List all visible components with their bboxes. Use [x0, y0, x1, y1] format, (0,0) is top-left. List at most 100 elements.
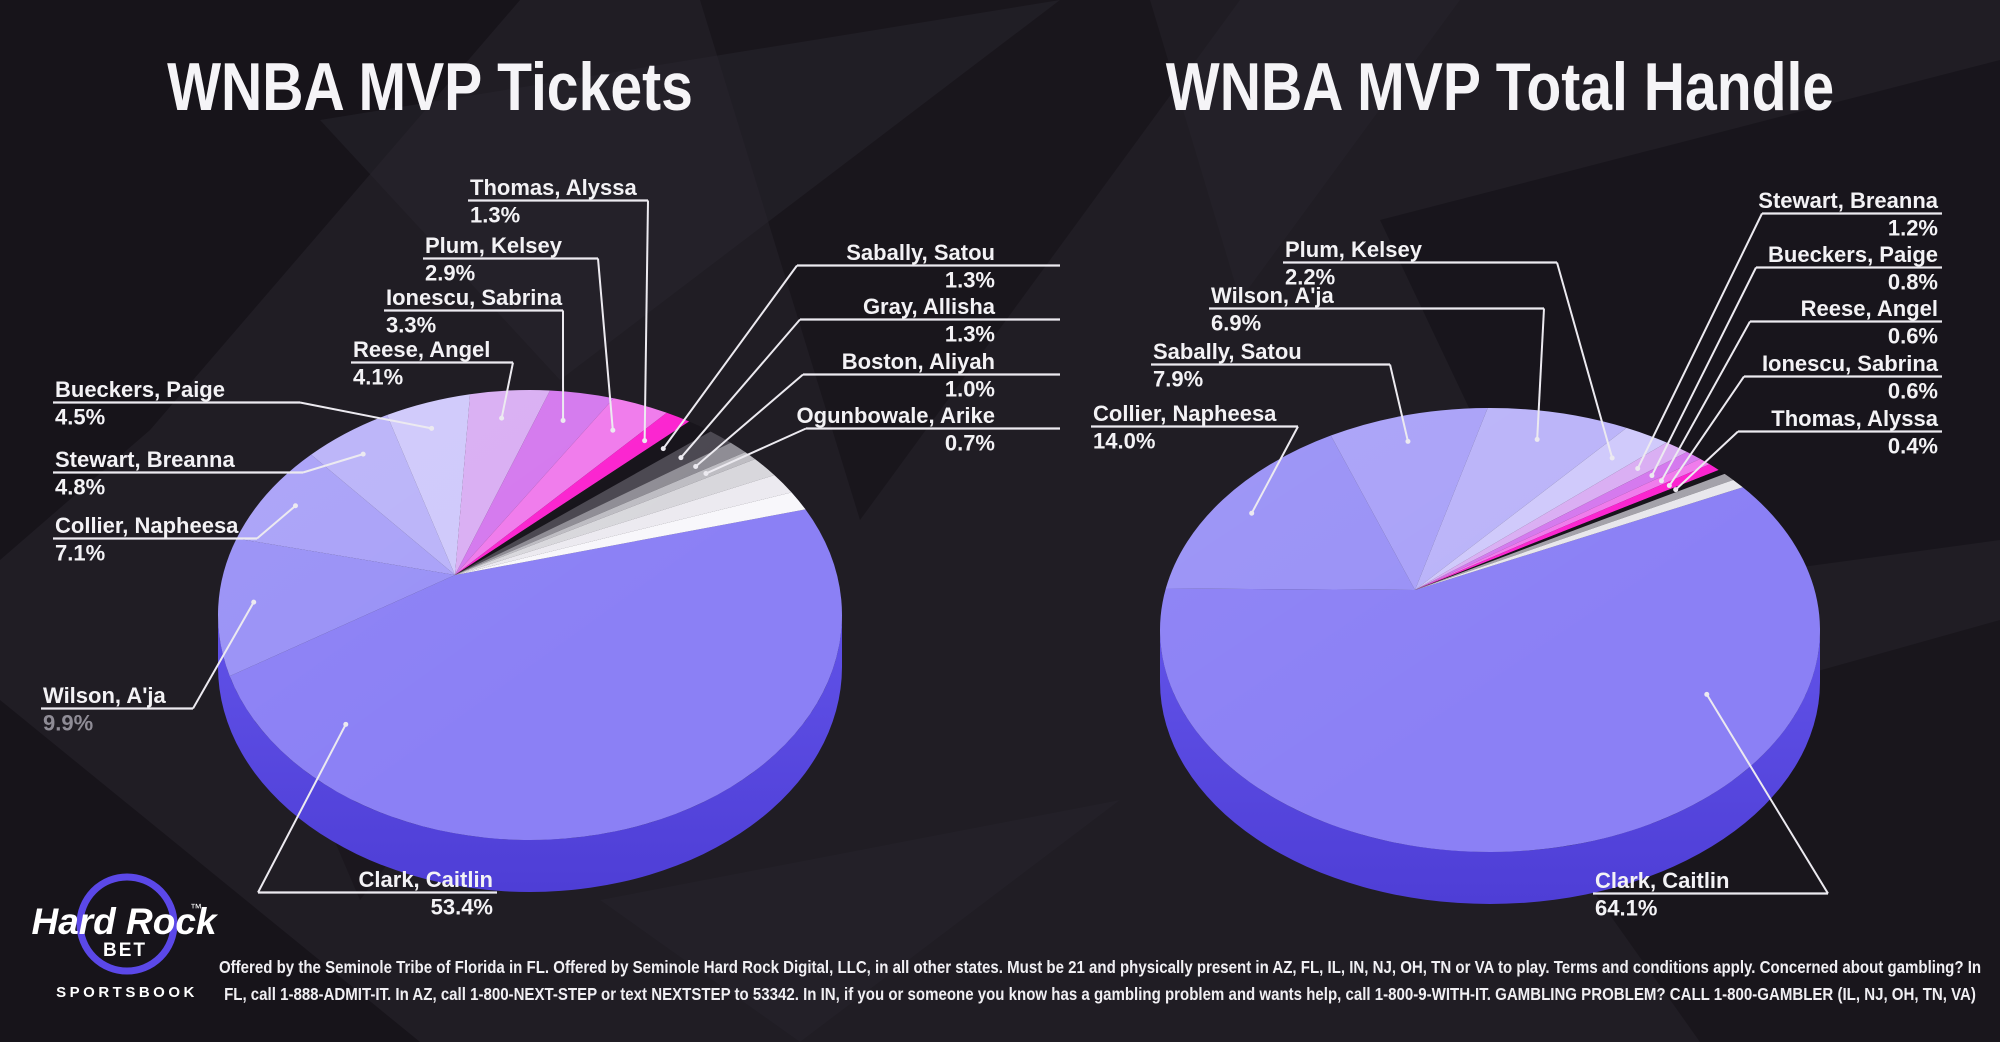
pie-callout-ogunbowale-arike: Ogunbowale, Arike 0.7% [703, 403, 1060, 477]
pie-callout-plum-kelsey: Plum, Kelsey 2.9% [423, 233, 616, 433]
player-pct-label: 1.3% [945, 322, 995, 347]
leader-line [302, 453, 364, 474]
player-name-label: Stewart, Breanna [1758, 188, 1938, 213]
leader-dot [1249, 510, 1255, 516]
background-bolt [320, 0, 1060, 380]
player-name-label: Wilson, A'ja [1211, 283, 1335, 308]
pie-callout-stewart-breanna: Stewart, Breanna 4.8% [53, 447, 366, 500]
pie-callout-plum-kelsey: Plum, Kelsey 2.2% [1283, 237, 1615, 461]
logo-trademark: ™ [190, 901, 202, 915]
player-pct-label: 0.4% [1888, 434, 1938, 459]
leader-dot [251, 599, 257, 605]
pie-callout-thomas-alyssa: Thomas, Alyssa 0.4% [1673, 406, 1942, 493]
pie-callout-ionescu-sabrina: Ionescu, Sabrina 3.3% [384, 285, 566, 423]
leader-line [1705, 693, 1829, 895]
player-name-label: Reese, Angel [353, 337, 490, 362]
pie-callout-gray-allisha: Gray, Allisha 1.3% [678, 294, 1060, 461]
pie-callout-clark-caitlin: Clark, Caitlin 53.4% [257, 721, 497, 920]
leader-dot [1649, 473, 1655, 479]
player-pct-label: 53.4% [431, 895, 493, 920]
leader-dot [1635, 466, 1641, 472]
leader-dot [499, 415, 505, 421]
leader-dot [1534, 436, 1540, 442]
logo-sportsbook-text: SPORTSBOOK [56, 984, 198, 1001]
leader-dot [560, 417, 566, 423]
logo-circle-icon [76, 873, 178, 975]
pie-callout-wilson-a-ja: Wilson, A'ja 9.9% [41, 599, 257, 736]
player-name-label: Thomas, Alyssa [1771, 406, 1938, 431]
leader-line [1636, 213, 1763, 469]
player-name-label: Sabally, Satou [846, 240, 995, 265]
leader-dot [610, 427, 616, 433]
player-pct-label: 9.9% [43, 711, 93, 736]
pie-callout-sabally-satou: Sabally, Satou 1.3% [660, 240, 1060, 452]
player-name-label: Ogunbowale, Arike [797, 403, 995, 428]
pie-callout-sabally-satou: Sabally, Satou 7.9% [1151, 339, 1411, 444]
player-pct-label: 14.0% [1093, 429, 1155, 454]
player-name-label: Collier, Napheesa [1093, 401, 1277, 426]
leader-line [643, 200, 649, 441]
player-name-label: Sabally, Satou [1153, 339, 1302, 364]
pie-callout-wilson-a-ja: Wilson, A'ja 6.9% [1209, 283, 1545, 442]
leader-line [705, 427, 807, 475]
player-name-label: Gray, Allisha [863, 294, 996, 319]
pie-rim [1160, 630, 1820, 904]
background-bolt [1150, 0, 1460, 300]
leader-dot [343, 721, 349, 727]
player-pct-label: 4.1% [353, 365, 403, 390]
logo-brand-text: Hard Rock [31, 901, 218, 942]
leader-dot [1704, 691, 1710, 697]
player-pct-label: 0.7% [945, 431, 995, 456]
leader-line [1668, 375, 1745, 487]
leader-dot [1666, 483, 1672, 489]
leader-line [597, 258, 614, 431]
disclaimer: Offered by the Seminole Tribe of Florida… [219, 958, 1981, 1004]
pie-callout-thomas-alyssa: Thomas, Alyssa 1.3% [468, 175, 649, 444]
background-bolt [0, 0, 520, 560]
pie-callout-reese-angel: Reese, Angel 0.6% [1658, 296, 1942, 484]
pie-callout-collier-napheesa: Collier, Napheesa 14.0% [1091, 401, 1299, 516]
leader-dot [642, 438, 648, 444]
leader-line [1651, 267, 1757, 476]
player-pct-label: 6.9% [1211, 311, 1261, 336]
leader-line [1675, 430, 1739, 491]
leader-dot [693, 464, 699, 470]
leader-line [680, 318, 801, 459]
player-name-label: Clark, Caitlin [1595, 868, 1729, 893]
player-name-label: Plum, Kelsey [1285, 237, 1423, 262]
player-name-label: Clark, Caitlin [359, 867, 493, 892]
player-name-label: Bueckers, Paige [1768, 242, 1938, 267]
player-pct-label: 64.1% [1595, 896, 1657, 921]
logo-bet-text: BET [103, 940, 147, 961]
leader-line [1389, 364, 1409, 442]
player-pct-label: 0.6% [1888, 379, 1938, 404]
leader-dot [429, 425, 435, 431]
leader-dot [1673, 487, 1679, 493]
leader-dot [360, 451, 366, 457]
leader-line [500, 362, 514, 419]
player-pct-label: 2.2% [1285, 265, 1335, 290]
player-pct-label: 1.2% [1888, 216, 1938, 241]
leader-dot [678, 455, 684, 461]
player-pct-label: 3.3% [386, 313, 436, 338]
player-pct-label: 4.5% [55, 405, 105, 430]
player-pct-label: 0.8% [1888, 270, 1938, 295]
leader-line [1556, 262, 1614, 459]
pie-callout-bueckers-paige: Bueckers, Paige 0.8% [1649, 242, 1942, 479]
player-pct-label: 7.1% [55, 541, 105, 566]
leader-dot [1609, 455, 1615, 461]
player-pct-label: 1.3% [470, 203, 520, 228]
player-name-label: Thomas, Alyssa [470, 175, 637, 200]
leader-dot [1405, 438, 1411, 444]
player-name-label: Plum, Kelsey [425, 233, 563, 258]
disclaimer-line-2: FL, call 1-888-ADMIT-IT. In AZ, call 1-8… [224, 985, 1976, 1004]
leader-line [299, 401, 432, 430]
pie-callout-collier-napheesa: Collier, Napheesa 7.1% [53, 503, 298, 566]
leader-line [1536, 308, 1545, 440]
pie-callout-reese-angel: Reese, Angel 4.1% [351, 337, 514, 421]
leader-line [1660, 321, 1751, 482]
pie-callout-bueckers-paige: Bueckers, Paige 4.5% [53, 377, 435, 431]
leader-dot [703, 471, 709, 477]
